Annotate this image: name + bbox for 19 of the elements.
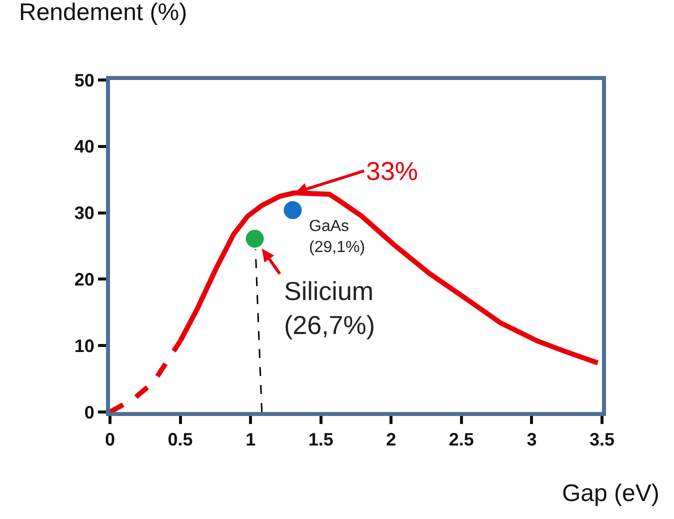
y-tick-label: 20 bbox=[74, 270, 94, 290]
x-tick-label: 0.5 bbox=[168, 430, 193, 450]
annotation: Silicium (26,7%) bbox=[284, 276, 376, 340]
y-tick-label: 50 bbox=[74, 70, 94, 90]
x-tick-label: 2 bbox=[386, 430, 396, 450]
x-tick-label: 1 bbox=[246, 430, 256, 450]
x-tick-label: 2.5 bbox=[448, 430, 474, 450]
x-tick-label: 3.5 bbox=[589, 430, 615, 450]
y-axis-title: Rendement (%) bbox=[19, 0, 188, 26]
y-tick-label: 10 bbox=[74, 336, 94, 356]
x-tick-label: 1.5 bbox=[308, 430, 334, 450]
annotation: 33% bbox=[366, 156, 418, 186]
x-axis-title: Gap (eV) bbox=[562, 480, 660, 507]
x-tick-label: 3 bbox=[526, 430, 537, 450]
annotation: GaAs (29,1%) bbox=[309, 218, 366, 256]
y-tick-label: 0 bbox=[84, 402, 94, 422]
x-tick-label: 0 bbox=[104, 430, 116, 450]
y-tick-label: 30 bbox=[74, 203, 94, 224]
y-tick-label: 40 bbox=[74, 136, 94, 157]
